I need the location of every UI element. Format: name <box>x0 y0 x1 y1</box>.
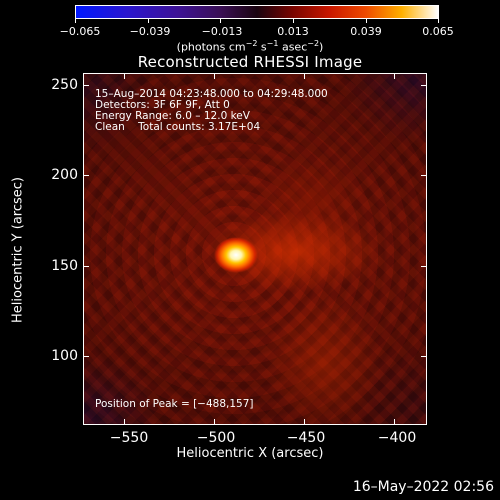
x-tick <box>304 73 305 79</box>
colorbar-label: −0.065 <box>59 25 101 38</box>
colorbar-label: 0.039 <box>350 25 382 38</box>
y-tick-label: 100 <box>51 348 78 364</box>
rhessi-image: 15–Aug–2014 04:23:48.000 to 04:29:48.000… <box>83 73 427 425</box>
y-tick <box>83 356 89 357</box>
y-tick <box>83 175 89 176</box>
colorbar-tick <box>438 19 439 23</box>
x-axis-title: Heliocentric X (arcsec) <box>176 446 324 461</box>
annotation-peak-position: Position of Peak = [−488,157] <box>95 398 254 410</box>
plot-title: Reconstructed RHESSI Image <box>137 53 363 71</box>
colorbar <box>75 5 439 19</box>
y-tick <box>421 175 427 176</box>
generation-timestamp: 16–May–2022 02:56 <box>352 479 494 495</box>
y-tick-label: 250 <box>51 77 78 93</box>
colorbar-tick <box>366 19 367 23</box>
colorbar-units: (photons cm−2 s−1 asec−2) <box>176 39 324 54</box>
colorbar-label: 0.065 <box>422 25 454 38</box>
x-tick <box>214 419 215 425</box>
x-tick <box>394 419 395 425</box>
colorbar-label: 0.013 <box>277 25 309 38</box>
x-tick <box>124 73 125 79</box>
colorbar-tick <box>293 19 294 23</box>
colorbar-tick <box>75 19 76 23</box>
x-tick <box>304 419 305 425</box>
annotation-energy: Energy Range: 6.0 – 12.0 keV <box>95 110 250 122</box>
colorbar-label: −0.013 <box>201 25 243 38</box>
x-tick <box>124 419 125 425</box>
y-tick <box>83 85 89 86</box>
y-tick-label: 200 <box>51 167 78 183</box>
y-axis-title: Heliocentric Y (arcsec) <box>10 177 26 323</box>
x-tick <box>394 73 395 79</box>
colorbar-tick <box>148 19 149 23</box>
annotation-time: 15–Aug–2014 04:23:48.000 to 04:29:48.000 <box>95 88 328 100</box>
y-tick <box>83 266 89 267</box>
y-tick <box>421 266 427 267</box>
annotation-counts: Clean Total counts: 3.17E+04 <box>95 121 261 133</box>
x-tick-label: −550 <box>109 430 149 446</box>
x-tick-label: −450 <box>286 430 326 446</box>
x-tick <box>214 73 215 79</box>
x-tick-label: −400 <box>377 430 417 446</box>
y-tick <box>421 356 427 357</box>
y-tick <box>421 85 427 86</box>
flare-peak-source <box>84 74 426 424</box>
x-tick-label: −500 <box>196 430 236 446</box>
colorbar-tick <box>220 19 221 23</box>
colorbar-label: −0.039 <box>129 25 171 38</box>
y-tick-label: 150 <box>51 258 78 274</box>
annotation-detectors: Detectors: 3F 6F 9F, Att 0 <box>95 99 230 111</box>
